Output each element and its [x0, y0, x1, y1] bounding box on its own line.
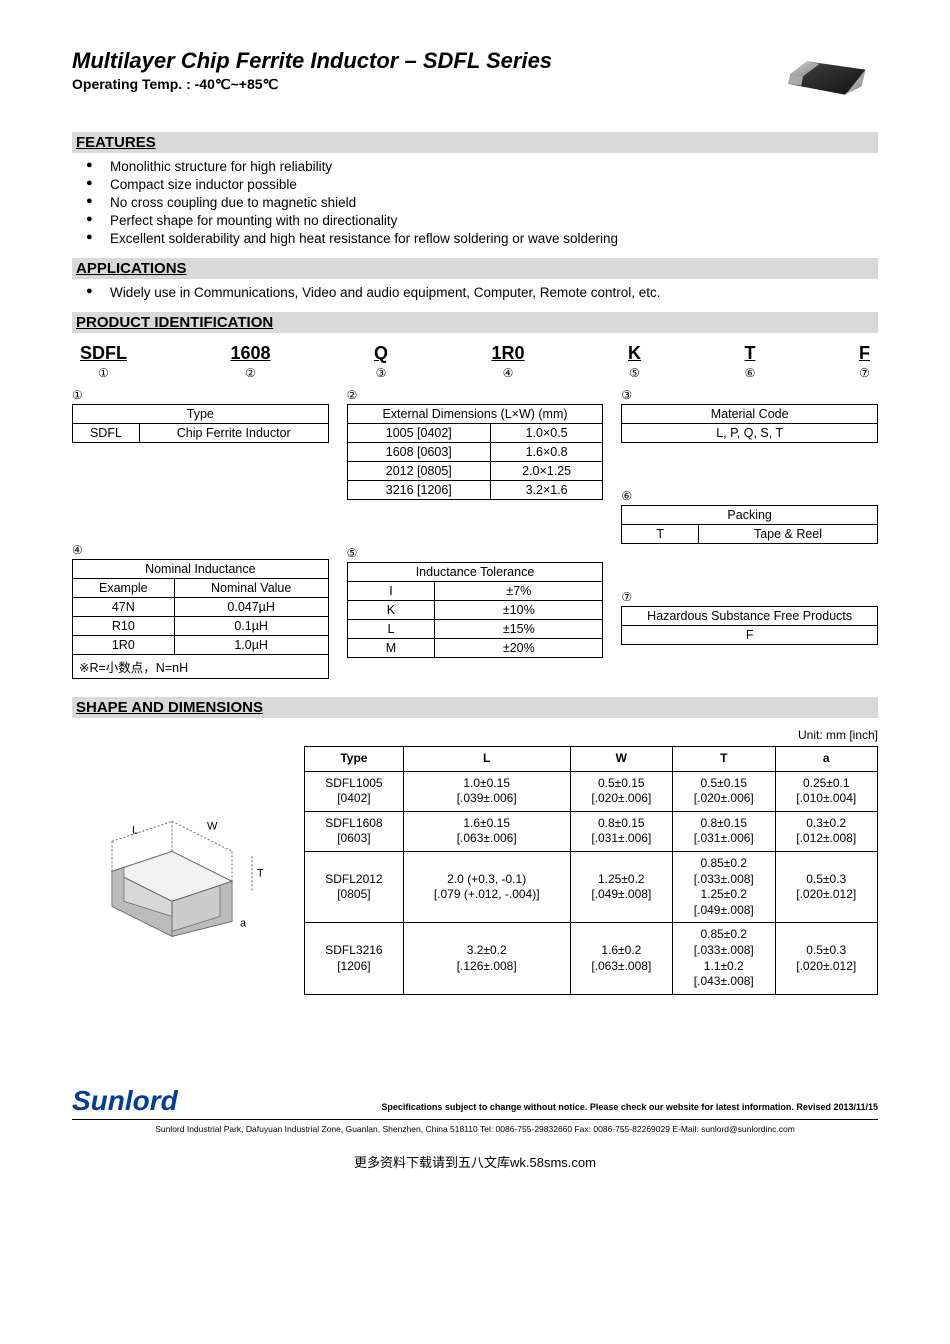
feature-item: Monolithic structure for high reliabilit… [86, 159, 878, 174]
label-W: W [207, 820, 218, 832]
logo-line: Sunlord Specifications subject to change… [72, 1085, 878, 1120]
material-code-table: Material Code L, P, Q, S, T [621, 404, 878, 443]
page-title: Multilayer Chip Ferrite Inductor – SDFL … [72, 48, 778, 74]
table-4-block: ④ Nominal Inductance ExampleNominal Valu… [72, 543, 329, 679]
features-header: FEATURES [72, 132, 878, 153]
applications-header: APPLICATIONS [72, 258, 878, 279]
spec-note: Specifications subject to change without… [184, 1102, 878, 1112]
nominal-inductance-table: Nominal Inductance ExampleNominal Value … [72, 559, 329, 679]
feature-item: Excellent solderability and high heat re… [86, 231, 878, 246]
dims-table-wrap: Unit: mm [inch] Type L W T a SDFL1005[04… [304, 728, 878, 995]
code-1: SDFL① [80, 343, 127, 380]
tolerance-table: Inductance Tolerance I±7% K±10% L±15% M±… [347, 562, 604, 658]
feature-item: Compact size inductor possible [86, 177, 878, 192]
feature-item: No cross coupling due to magnetic shield [86, 195, 878, 210]
label-a: a [240, 917, 247, 929]
chip-component-image [778, 48, 878, 108]
table-7-block: ⑦ Hazardous Substance Free Products F [621, 590, 878, 645]
code-6: T⑥ [745, 343, 756, 380]
page-header: Multilayer Chip Ferrite Inductor – SDFL … [72, 48, 878, 108]
table-3-block: ③ Material Code L, P, Q, S, T [621, 388, 878, 443]
header-text: Multilayer Chip Ferrite Inductor – SDFL … [72, 48, 778, 93]
type-table: Type SDFLChip Ferrite Inductor [72, 404, 329, 443]
part-code-row: SDFL① 1608② Q③ 1R0④ K⑤ T⑥ F⑦ [72, 343, 878, 380]
id-tables-grid: ① Type SDFLChip Ferrite Inductor ④ Nomin… [72, 388, 878, 679]
external-dims-table: External Dimensions (L×W) (mm) 1005 [040… [347, 404, 604, 500]
table-1-block: ① Type SDFLChip Ferrite Inductor [72, 388, 329, 443]
shape-header: SHAPE AND DIMENSIONS [72, 697, 878, 718]
dims-row: SDFL1608[0603] 1.6±0.15[.063±.006] 0.8±0… [305, 811, 878, 851]
dimensions-section: L W T a Unit: mm [inch] Type L W T a SDF… [72, 728, 878, 995]
unit-label: Unit: mm [inch] [304, 728, 878, 742]
bottom-download-note: 更多资料下载请到五八文库wk.58sms.com [72, 1152, 878, 1171]
application-item: Widely use in Communications, Video and … [86, 285, 878, 300]
packing-table: Packing TTape & Reel [621, 505, 878, 544]
code-2: 1608② [230, 343, 270, 380]
features-list: Monolithic structure for high reliabilit… [72, 159, 878, 246]
feature-item: Perfect shape for mounting with no direc… [86, 213, 878, 228]
table-2-block: ② External Dimensions (L×W) (mm) 1005 [0… [347, 388, 604, 500]
code-4: 1R0④ [492, 343, 525, 380]
dimensions-table: Type L W T a SDFL1005[0402] 1.0±0.15[.03… [304, 746, 878, 995]
hazardous-table: Hazardous Substance Free Products F [621, 606, 878, 645]
company-address: Sunlord Industrial Park, Dafuyuan Indust… [72, 1124, 878, 1134]
code-5: K⑤ [628, 343, 641, 380]
dims-row: SDFL1005[0402] 1.0±0.15[.039±.006] 0.5±0… [305, 771, 878, 811]
dims-row: SDFL3216[1206] 3.2±0.2[.126±.008] 1.6±0.… [305, 923, 878, 994]
page-footer: Sunlord Specifications subject to change… [72, 1085, 878, 1134]
code-7: F⑦ [859, 343, 870, 380]
dims-row: SDFL2012[0805] 2.0 (+0.3, -0.1)[.079 (+.… [305, 851, 878, 922]
label-T: T [257, 867, 264, 879]
code-3: Q③ [374, 343, 388, 380]
product-id-header: PRODUCT IDENTIFICATION [72, 312, 878, 333]
company-logo: Sunlord [72, 1085, 178, 1117]
table-5-block: ⑤ Inductance Tolerance I±7% K±10% L±15% … [347, 546, 604, 658]
table-6-block: ⑥ Packing TTape & Reel [621, 489, 878, 544]
applications-list: Widely use in Communications, Video and … [72, 285, 878, 300]
dimensions-diagram: L W T a [72, 728, 292, 995]
page-subtitle: Operating Temp. : -40℃~+85℃ [72, 76, 778, 93]
label-L: L [132, 824, 138, 836]
